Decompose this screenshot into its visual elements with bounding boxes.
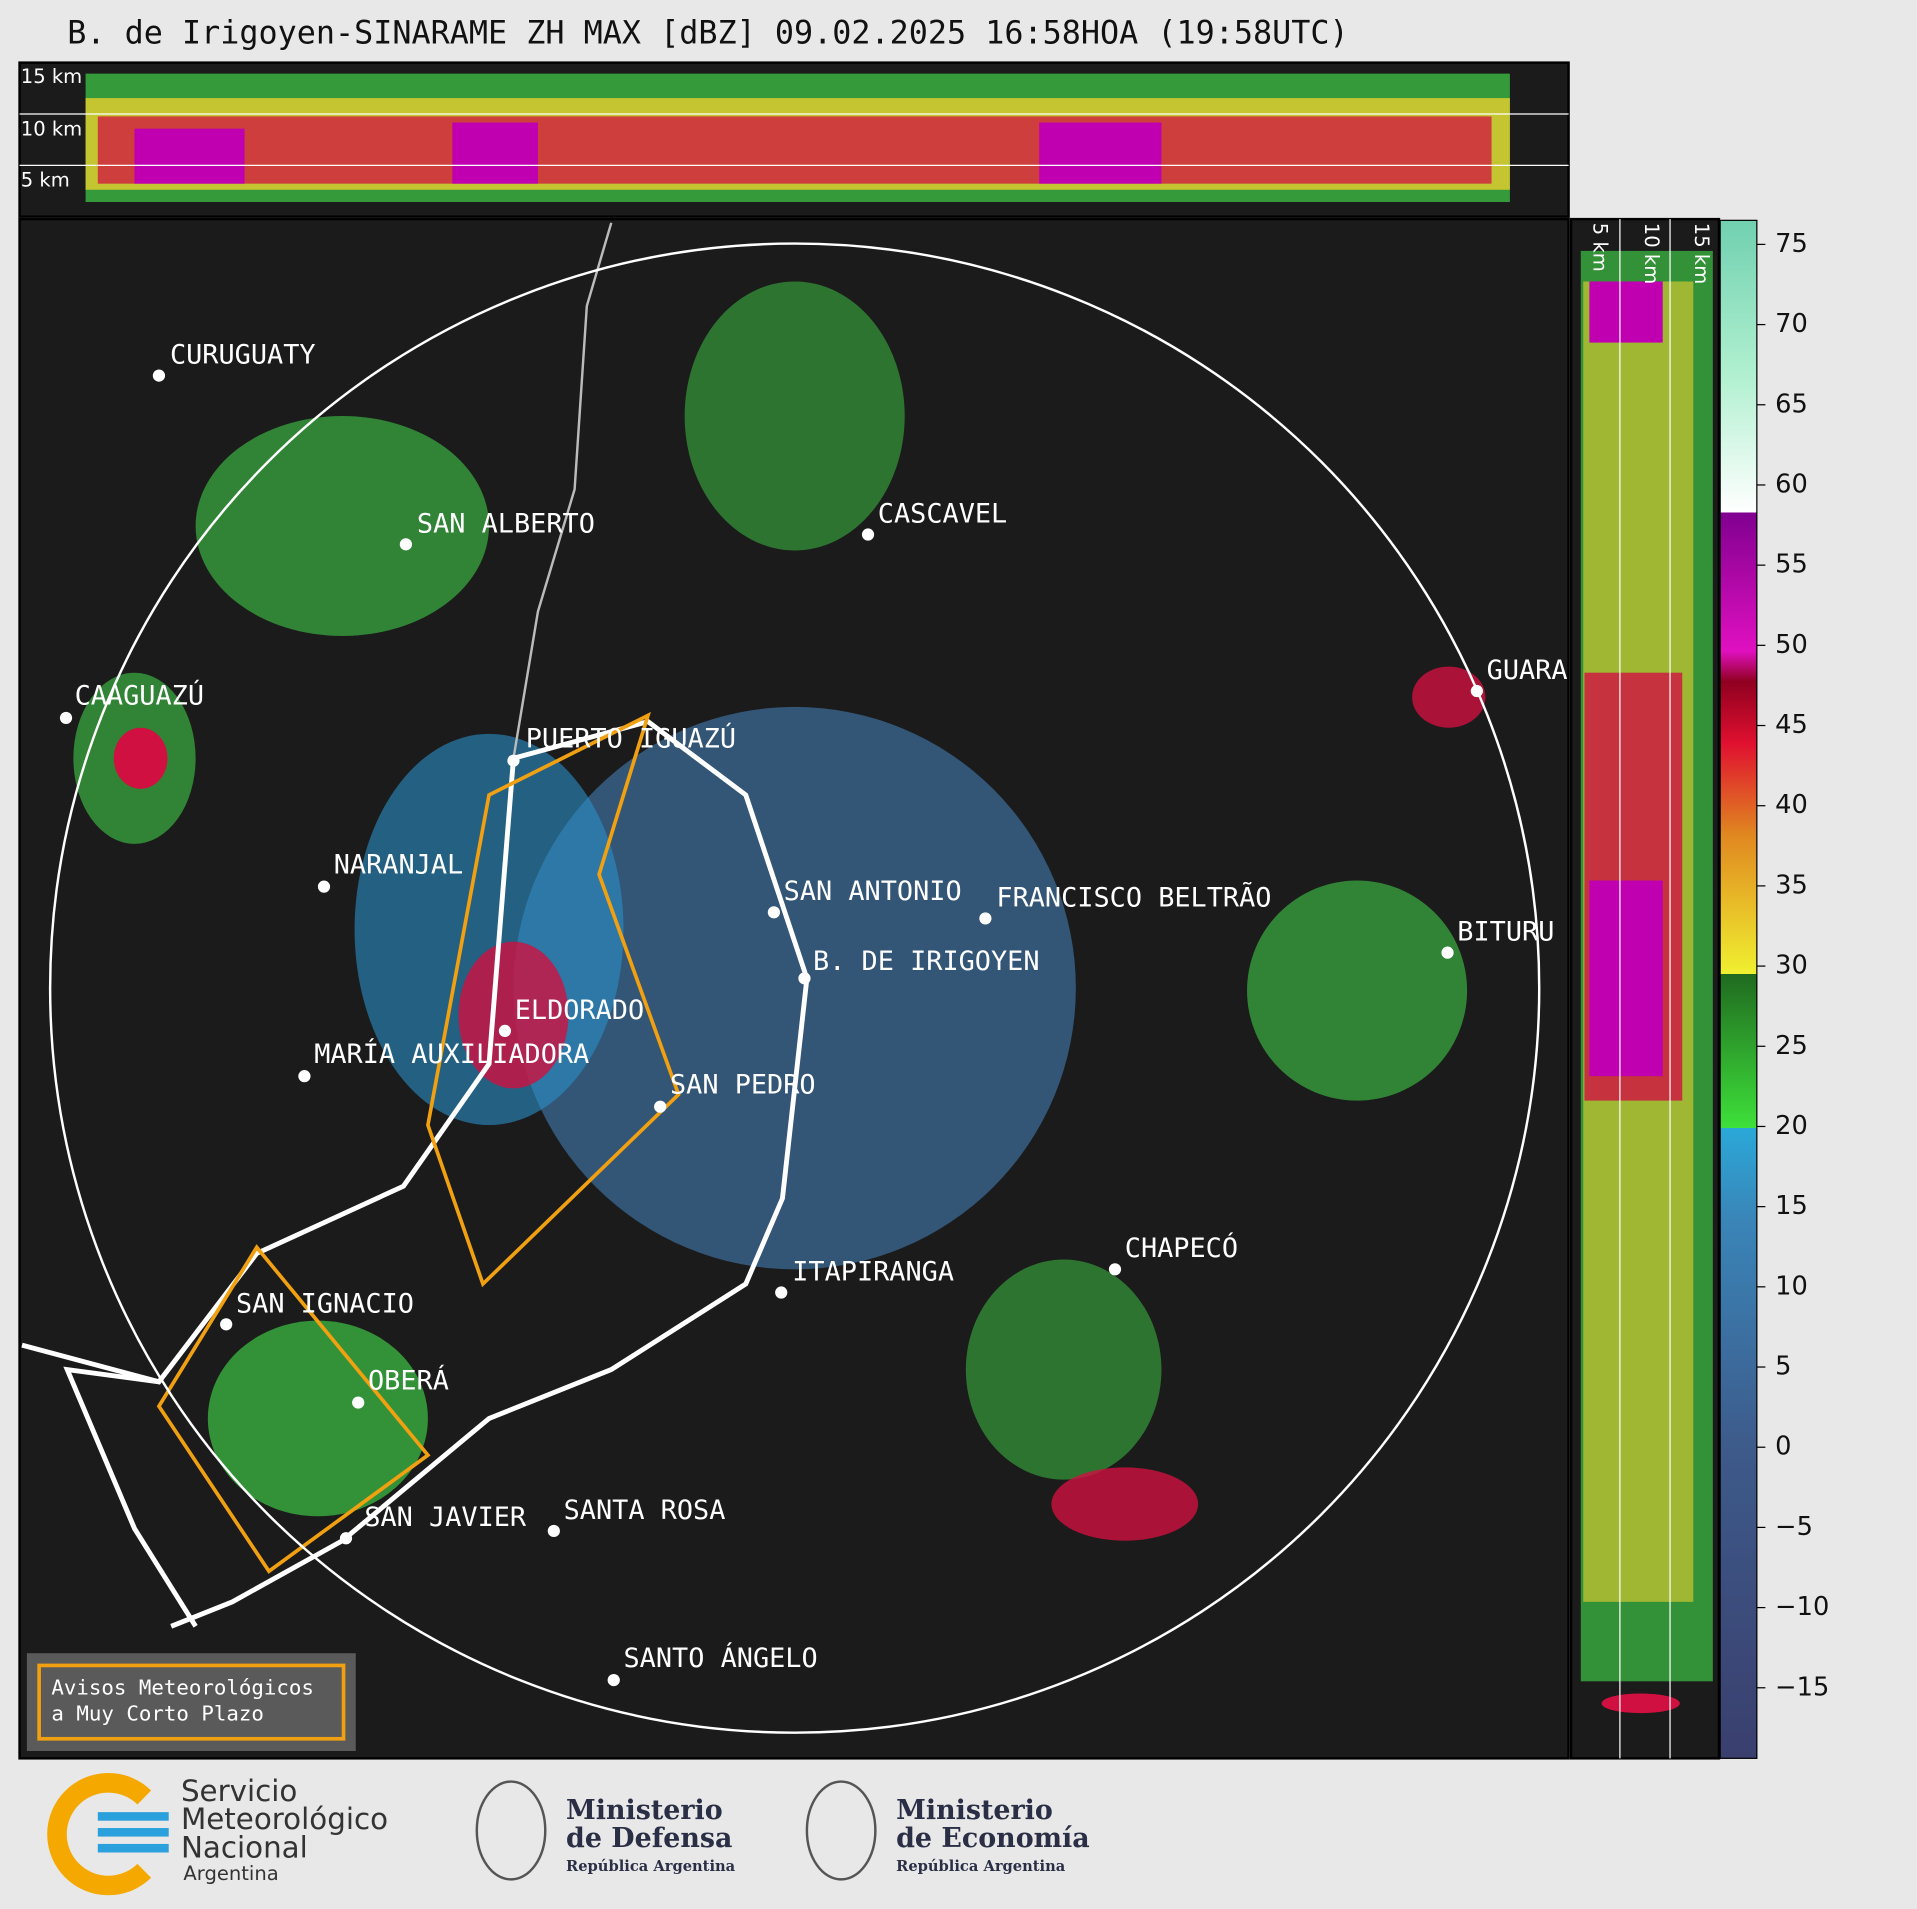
logo-text: Servicio [181, 1774, 297, 1808]
city-label: SAN JAVIER [364, 1502, 527, 1533]
city-dot [547, 1524, 560, 1538]
city-label: FRANCISCO BELTRÃO [996, 881, 1271, 913]
colorbar-tick-label: 55 [1775, 550, 1808, 580]
colorbar-tick-label: 75 [1775, 229, 1808, 259]
city-label: ELDORADO [515, 995, 644, 1026]
colorbar-tick-label: −15 [1775, 1672, 1829, 1702]
height-label: 5 km [1589, 223, 1612, 272]
colorbar-tick-label: 40 [1775, 790, 1808, 820]
side-echoes [1580, 250, 1713, 1714]
economia-logo: Ministerio de Economía República Argenti… [805, 1780, 1090, 1881]
city-dot [861, 528, 875, 541]
defensa-logo: Ministerio de Defensa República Argentin… [475, 1780, 736, 1881]
city-dot [1108, 1263, 1122, 1276]
city-dot [607, 1673, 620, 1687]
city-label: SAN ALBERTO [417, 508, 595, 539]
logo-text: República Argentina [896, 1858, 1066, 1875]
city-label: CAAGUAZÚ [75, 680, 204, 712]
city-dot [498, 1024, 512, 1038]
city-dot [352, 1396, 365, 1409]
colorbar-tick-label: 0 [1775, 1432, 1791, 1462]
city-label: CASCAVEL [878, 498, 1007, 529]
title: B. de Irigoyen-SINARAME ZH MAX [dBZ] 09.… [67, 16, 1348, 52]
city-dot [152, 369, 166, 382]
radar-echoes [21, 222, 1486, 1629]
height-label: 15 km [1690, 223, 1713, 284]
city-dot [767, 906, 781, 919]
city-label: OBERÁ [368, 1364, 449, 1396]
city-label: NARANJAL [334, 849, 463, 880]
logo-text: Ministerio [566, 1795, 723, 1826]
colorbar-tick-label: −5 [1775, 1512, 1813, 1542]
city-dot [317, 880, 331, 893]
colorbar-tick-label: 65 [1775, 389, 1808, 419]
logo-text: de Defensa [566, 1823, 732, 1854]
city-dot [59, 711, 73, 725]
colorbar-tick-label: 35 [1775, 870, 1808, 900]
city-label: BITURU [1457, 917, 1554, 948]
city-dot [798, 972, 811, 985]
colorbar-tick-label: 10 [1775, 1271, 1808, 1301]
colorbar-tick-label: 45 [1775, 710, 1808, 740]
city-dot [775, 1286, 788, 1299]
city-label: GUARA [1487, 655, 1568, 686]
city-label: SANTA ROSA [564, 1495, 726, 1526]
height-label: 15 km [21, 65, 82, 88]
city-dot [220, 1318, 233, 1331]
logo-text: Meteorológico [181, 1802, 388, 1836]
city-dot [339, 1532, 353, 1545]
city-label: CHAPECÓ [1125, 1232, 1238, 1264]
height-label: 10 km [1640, 223, 1663, 284]
city-label: SAN ANTONIO [784, 876, 962, 907]
colorbar-tick-label: 60 [1775, 469, 1808, 499]
height-label: 10 km [21, 117, 82, 140]
logo-text: Argentina [183, 1862, 278, 1885]
colorbar-tick-label: 15 [1775, 1191, 1808, 1221]
city-label: MARÍA AUXILIADORA [314, 1038, 589, 1070]
logo-text: de Economía [896, 1823, 1090, 1854]
top-echoes [85, 73, 1510, 203]
colorbar-tick-label: −10 [1775, 1592, 1829, 1622]
city-label: CURUGUATY [170, 340, 316, 371]
radar-range [48, 242, 1541, 1734]
colorbar-tick-label: 50 [1775, 630, 1808, 660]
colorbar-tick-label: 25 [1775, 1031, 1808, 1061]
colorbar [1719, 219, 1758, 1759]
city-dot [507, 754, 520, 767]
city-label: ITAPIRANGA [792, 1256, 954, 1287]
city-dot [979, 912, 992, 925]
city-dot [654, 1100, 667, 1113]
city-dot [1441, 946, 1454, 959]
legend-text: Avisos Meteorológicos [51, 1676, 314, 1700]
city-label: SAN IGNACIO [236, 1288, 414, 1319]
city-dot [399, 538, 413, 551]
city-label: B. DE IRIGOYEN [813, 946, 1040, 977]
city-label: PUERTO IGUAZÚ [526, 722, 736, 754]
logo-text: Nacional [181, 1830, 308, 1864]
logo-text: República Argentina [566, 1858, 736, 1875]
colorbar-tick-label: 30 [1775, 951, 1808, 981]
city-dot [1470, 684, 1483, 698]
logo-text: Ministerio [896, 1795, 1053, 1826]
city-label: SAN PEDRO [670, 1069, 816, 1100]
height-label: 5 km [21, 169, 70, 192]
smn-logo: Servicio Meteorológico Nacional Argentin… [47, 1773, 388, 1896]
legend-text: a Muy Corto Plazo [51, 1701, 264, 1725]
colorbar-tick-label: 70 [1775, 309, 1808, 339]
city-label: SANTO ÁNGELO [624, 1642, 818, 1674]
colorbar-tick-label: 5 [1775, 1352, 1791, 1382]
cities: CURUGUATY SAN ALBERTO CAAGUAZÚ PUERTO IGUAZ… [59, 340, 1568, 1687]
legend [26, 1653, 356, 1752]
legend-frame [37, 1663, 346, 1741]
city-dot [298, 1070, 311, 1083]
colorbar-tick-label: 20 [1775, 1111, 1808, 1141]
